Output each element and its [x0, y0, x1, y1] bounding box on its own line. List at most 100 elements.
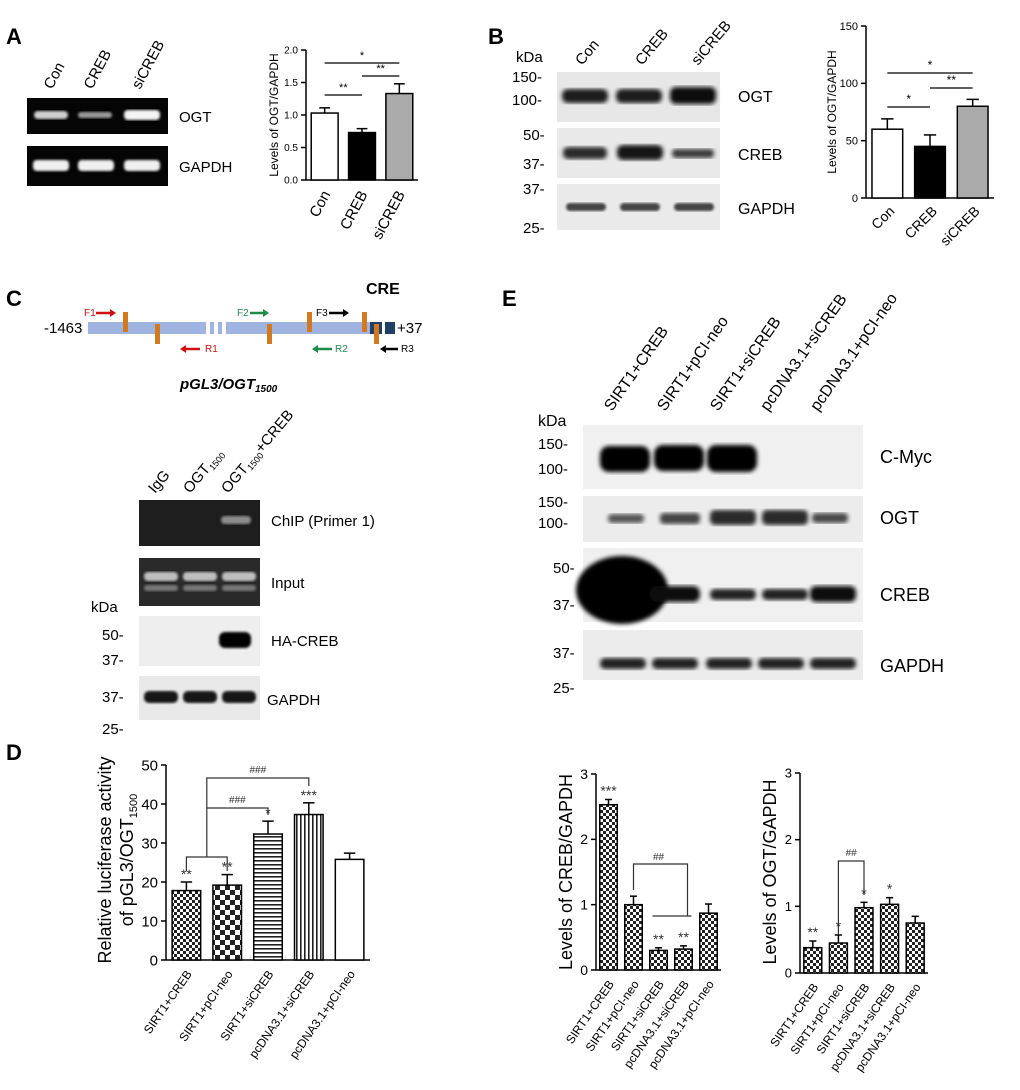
- y-axis-label: Levels of CREB/GAPDH: [556, 774, 576, 970]
- y-tick-label: 0.0: [284, 176, 298, 187]
- lane-label: pcDNA3.1+pCI-neo: [807, 290, 901, 414]
- y-tick-label: 0: [852, 193, 858, 205]
- marker-label: 37-: [102, 652, 124, 669]
- bar: [252, 833, 284, 961]
- panel-b-lane-labels: Con CREB siCREB: [572, 17, 735, 68]
- blot-label: CREB: [738, 147, 782, 164]
- marker-label: 100-: [512, 92, 542, 109]
- y-axis-label: Levels of OGT/GAPDH: [825, 50, 839, 173]
- y-tick-label: 1: [580, 897, 588, 913]
- cre-label: CRE: [366, 281, 400, 298]
- primer-r1: R1: [180, 344, 218, 355]
- svg-text:R1: R1: [205, 344, 218, 355]
- blot-label: OGT: [179, 109, 212, 126]
- bar: [171, 889, 202, 961]
- lane-label: pcDNA3.1+siCREB: [757, 291, 850, 414]
- blot-label: GAPDH: [880, 656, 944, 676]
- hash-mark: ##: [846, 848, 858, 859]
- marker-label: 50-: [102, 627, 124, 644]
- x-tick-label: CREB: [337, 188, 372, 233]
- y-tick-label: 0: [580, 962, 588, 978]
- gel-input: [139, 558, 260, 606]
- y-tick-label: 3: [580, 766, 588, 782]
- lane-label: OGT1500+CREB: [218, 407, 298, 497]
- svg-text:F2: F2: [237, 308, 249, 319]
- marker-label: 37-: [553, 645, 575, 662]
- y-tick-label: 100: [840, 78, 858, 90]
- blot-cmyc: [583, 425, 863, 489]
- y-tick-label: 50: [141, 757, 158, 774]
- blot-gapdh-b: [557, 184, 720, 230]
- bar: [385, 92, 414, 181]
- bar: [854, 906, 874, 974]
- lane-label: CREB: [632, 26, 672, 69]
- panel-letter-d: D: [6, 740, 22, 765]
- gel-gapdh-a: [27, 146, 168, 186]
- sig-label: **: [339, 82, 348, 94]
- sig-bracket: [632, 863, 689, 916]
- blot-label: C-Myc: [880, 447, 932, 467]
- y-tick-label: 10: [141, 913, 158, 930]
- lane-label: OGT1500: [180, 445, 228, 497]
- lane-label: siCREB: [129, 38, 169, 92]
- y-tick-label: 20: [141, 874, 158, 891]
- svg-text:F1: F1: [84, 308, 96, 319]
- bar: [310, 112, 339, 181]
- marker-label: 150-: [512, 69, 542, 86]
- bar: [624, 903, 643, 971]
- bar-mark: **: [807, 924, 818, 940]
- panel-c-lane-labels: IgG OGT1500 OGT1500+CREB: [145, 407, 298, 497]
- panel-a-lane-labels: Con CREB siCREB: [41, 38, 169, 92]
- marker-label: 37-: [523, 156, 545, 173]
- lane-label: Con: [41, 60, 69, 92]
- x-tick-label: CREB: [901, 203, 940, 242]
- blot-label: ChIP (Primer 1): [271, 513, 375, 530]
- panel-letter-e: E: [502, 286, 517, 311]
- bar: [599, 803, 618, 971]
- blot-label: OGT: [880, 508, 919, 528]
- bar: [803, 946, 823, 974]
- x-tick-label: Con: [306, 188, 334, 220]
- y-tick-label: 50: [846, 136, 858, 148]
- x-tick-label: siCREB: [937, 203, 983, 249]
- bar: [212, 884, 243, 961]
- panel-c: C CRE -1463 +37 F1 R1 F: [6, 281, 422, 738]
- marker-label: 25-: [523, 220, 545, 237]
- bar: [649, 949, 668, 971]
- kda-label: kDa: [538, 413, 567, 430]
- chart-d: 01020304050SIRT1+CREBSIRT1+pCI-neoSIRT1+…: [95, 756, 370, 1061]
- sig-label: **: [947, 73, 957, 87]
- blot-label: GAPDH: [267, 692, 320, 709]
- marker-label: 37-: [523, 181, 545, 198]
- y-axis-label: of pGL3/OGT1500: [117, 794, 140, 927]
- blot-ha-creb: [139, 616, 260, 666]
- lane-label: IgG: [145, 467, 174, 496]
- panel-letter-c: C: [6, 286, 22, 311]
- blot-ogt-b: [557, 72, 720, 122]
- kda-label: kDa: [91, 599, 118, 616]
- bar-mark: **: [678, 929, 689, 945]
- marker-label: 50-: [523, 127, 545, 144]
- marker-label: 100-: [538, 515, 568, 532]
- sig-label: *: [906, 92, 911, 106]
- sig-bracket: [837, 860, 865, 935]
- y-tick-label: 2: [785, 832, 792, 847]
- sig-bracket: [206, 807, 269, 857]
- panel-a: A Con CREB siCREB OGT GAPDH 0.0 0.5 1.0 1.5…: [6, 24, 418, 242]
- x-tick-label: siCREB: [369, 188, 409, 242]
- bar: [674, 948, 693, 971]
- y-tick-label: 2: [580, 831, 588, 847]
- blot-gapdh-e: [583, 630, 863, 680]
- bar-mark: *: [887, 881, 893, 897]
- y-axis-label: Levels of OGT/GAPDH: [760, 779, 780, 964]
- bar-mark: ***: [301, 787, 318, 803]
- bar: [347, 131, 377, 181]
- y-tick-label: 3: [785, 766, 792, 781]
- y-axis-label-sub: 1500: [128, 794, 140, 818]
- lane-label: CREB: [81, 47, 116, 92]
- primer-f3: F3: [316, 308, 349, 319]
- promoter-start: -1463: [44, 320, 82, 337]
- marker-label: 37-: [553, 597, 575, 614]
